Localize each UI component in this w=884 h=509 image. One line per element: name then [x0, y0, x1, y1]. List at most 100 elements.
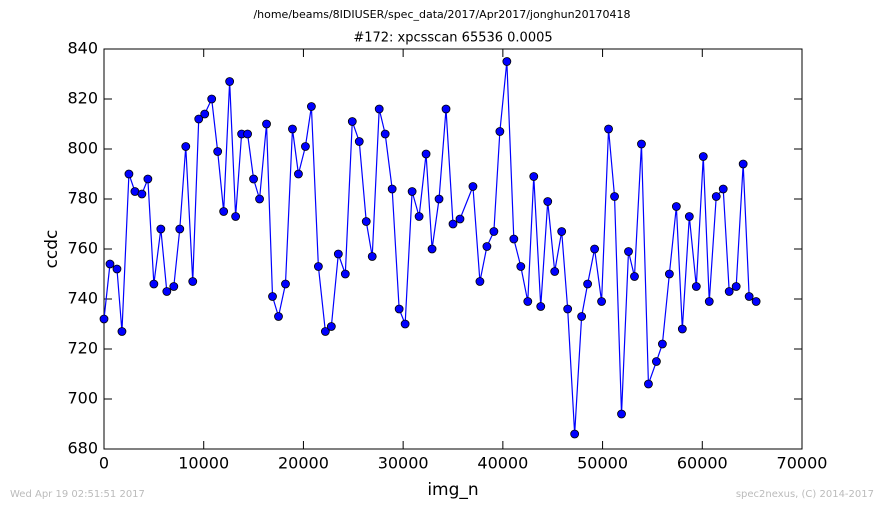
y-tick-label: 840	[67, 39, 98, 58]
point	[320, 327, 330, 336]
point	[255, 194, 264, 204]
point	[590, 244, 599, 254]
footnote: Wed Apr 19 02:51:51 2017	[10, 489, 145, 500]
point	[414, 212, 424, 221]
y-tick-label: 720	[67, 339, 98, 358]
point	[200, 109, 210, 119]
point	[637, 139, 646, 149]
point	[698, 152, 708, 161]
point	[610, 192, 619, 201]
point	[313, 262, 323, 271]
y-axis-label: ccdc	[42, 230, 62, 269]
point	[262, 119, 271, 129]
point	[137, 189, 147, 199]
point	[124, 169, 134, 179]
point	[99, 314, 109, 324]
chart-title: #172: xpcsscan 65536 0.0005	[353, 31, 552, 46]
point	[577, 312, 587, 321]
point	[149, 279, 159, 289]
x-tick-label: 20000	[278, 454, 329, 473]
point	[421, 149, 431, 159]
point	[475, 277, 485, 286]
point	[367, 252, 377, 261]
point	[117, 327, 127, 336]
point	[448, 219, 458, 229]
point	[550, 267, 560, 276]
y-tick-label: 700	[67, 389, 98, 408]
point	[380, 129, 390, 139]
point	[644, 379, 653, 389]
point	[652, 357, 661, 366]
point	[249, 174, 258, 184]
point	[684, 212, 694, 221]
point	[711, 192, 721, 201]
point	[207, 94, 217, 104]
footnote: spec2nexus, (C) 2014-2017	[736, 489, 874, 500]
point	[516, 262, 526, 271]
point	[738, 159, 748, 169]
point	[671, 202, 681, 211]
y-tick-label: 760	[67, 239, 98, 258]
point	[664, 269, 674, 279]
point	[143, 174, 153, 184]
x-tick-label: 30000	[378, 454, 429, 473]
point	[400, 319, 410, 329]
point	[536, 302, 546, 311]
point	[374, 104, 384, 114]
y-tick-label: 820	[67, 89, 98, 108]
point	[563, 304, 573, 314]
point	[509, 234, 519, 244]
point	[219, 207, 229, 216]
x-tick-label: 70000	[777, 454, 828, 473]
point	[231, 212, 241, 221]
suptitle: /home/beams/8IDIUSER/spec_data/2017/Apr2…	[253, 8, 630, 21]
point	[529, 172, 539, 181]
point	[502, 57, 512, 66]
point	[268, 292, 277, 301]
point	[455, 214, 465, 224]
point	[630, 272, 639, 281]
point	[441, 104, 451, 114]
point	[704, 297, 714, 306]
point	[181, 142, 191, 151]
point	[175, 224, 185, 234]
point	[326, 322, 336, 331]
point	[361, 217, 371, 226]
point	[658, 339, 667, 349]
point	[597, 297, 606, 306]
point	[731, 282, 741, 291]
point	[333, 249, 343, 259]
point	[543, 197, 553, 206]
point	[294, 169, 303, 179]
point	[288, 124, 297, 134]
point	[105, 259, 115, 269]
point	[468, 182, 478, 191]
point	[724, 287, 734, 296]
point	[751, 297, 761, 306]
x-tick-label: 60000	[677, 454, 728, 473]
point	[482, 242, 492, 251]
point	[407, 187, 417, 196]
plot-area	[103, 48, 803, 450]
point	[557, 227, 567, 236]
point	[427, 244, 437, 254]
x-axis-label: img_n	[427, 480, 478, 500]
point	[387, 184, 397, 194]
y-tick-label: 780	[67, 189, 98, 208]
point	[617, 409, 626, 419]
point	[213, 147, 223, 156]
point	[489, 227, 499, 236]
point	[691, 282, 701, 291]
point	[243, 129, 252, 139]
point	[156, 224, 166, 234]
point	[301, 142, 310, 151]
point	[583, 279, 593, 289]
point	[495, 127, 505, 136]
point	[307, 102, 316, 111]
y-tick-label: 740	[67, 289, 98, 308]
x-tick-label: 50000	[577, 454, 628, 473]
point	[169, 282, 179, 291]
point	[434, 194, 444, 204]
point	[162, 287, 172, 296]
point	[677, 324, 687, 334]
